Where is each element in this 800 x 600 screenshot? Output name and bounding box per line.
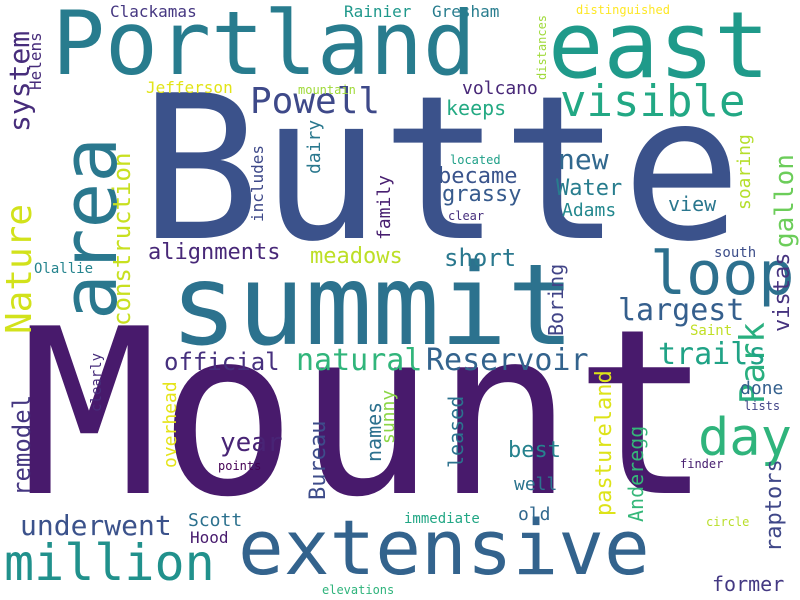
- word-grassy: grassy: [442, 182, 522, 207]
- word-hood: Hood: [190, 528, 229, 547]
- word-finder: finder: [680, 457, 724, 471]
- word-remodel: remodel: [8, 394, 36, 496]
- word-trails: trails: [658, 337, 767, 372]
- word-scott: Scott: [188, 510, 243, 531]
- word-official: official: [164, 348, 280, 376]
- word-helens: Helens: [26, 32, 45, 90]
- word-visible: visible: [560, 76, 746, 127]
- word-mount: Mount: [20, 281, 713, 548]
- word-leased: leased: [444, 395, 468, 468]
- word-alignments: alignments: [148, 240, 281, 265]
- word-powell: Powell: [250, 81, 381, 122]
- word-summit: summit: [170, 241, 575, 371]
- word-new: new: [558, 143, 609, 176]
- word-includes: includes: [248, 144, 267, 222]
- word-points: points: [218, 459, 262, 473]
- word-water: Water: [556, 176, 623, 201]
- word-family: family: [374, 174, 395, 240]
- word-jefferson: Jefferson: [146, 78, 233, 97]
- word-anderegg: Anderegg: [624, 425, 648, 522]
- word-became: became: [438, 164, 518, 189]
- word-circle: circle: [706, 515, 750, 529]
- word-south: south: [714, 245, 757, 261]
- word-adams: Adams: [562, 200, 617, 221]
- word-bureau: Bureau: [306, 420, 331, 500]
- word-reservoir: Reservoir: [426, 343, 589, 378]
- word-clackamas: Clackamas: [110, 2, 197, 21]
- word-done: done: [740, 378, 784, 399]
- word-year: year: [220, 428, 283, 458]
- word-well: well: [514, 474, 558, 495]
- word-pastureland: pastureland: [592, 370, 617, 516]
- word-largest: largest: [618, 293, 745, 328]
- word-raptors: raptors: [762, 459, 787, 552]
- word-nature: Nature: [0, 203, 40, 334]
- word-natural: natural: [296, 343, 423, 378]
- word-clearly: clearly: [89, 352, 105, 412]
- word-lists: lists: [744, 399, 781, 413]
- word-elevations: elevations: [322, 583, 395, 597]
- word-old: old: [518, 504, 551, 525]
- word-butte: Butte: [140, 53, 743, 286]
- word-extensive: extensive: [238, 503, 650, 592]
- word-volcano: volcano: [462, 78, 538, 99]
- word-dairy: dairy: [304, 119, 325, 174]
- word-vistas: vistas: [770, 252, 795, 332]
- word-boring: Boring: [544, 263, 568, 336]
- word-distances: distances: [535, 14, 549, 80]
- word-construction: construction: [108, 152, 136, 326]
- word-loop: loop: [650, 239, 795, 309]
- word-mountain: mountain: [298, 83, 356, 97]
- word-former: former: [712, 572, 785, 596]
- word-underwent: underwent: [20, 509, 172, 542]
- word-olallie: Olallie: [34, 261, 94, 277]
- word-overhead: overhead: [160, 381, 181, 468]
- word-view: view: [668, 192, 717, 216]
- word-sunny: sunny: [378, 389, 399, 444]
- word-immediate: immediate: [404, 511, 480, 527]
- word-distinguished: distinguished: [576, 3, 670, 17]
- word-clear: clear: [448, 209, 485, 223]
- word-gallon: gallon: [770, 154, 800, 248]
- word-soaring: soaring: [734, 134, 755, 210]
- word-east: east: [548, 0, 770, 99]
- word-gresham: Gresham: [432, 2, 500, 21]
- word-located: located: [450, 153, 501, 167]
- word-rainier: Rainier: [344, 2, 412, 21]
- word-short: short: [444, 244, 517, 272]
- word-best: best: [508, 438, 561, 463]
- word-million: million: [4, 534, 215, 592]
- word-keeps: keeps: [446, 96, 507, 120]
- word-saint: Saint: [690, 323, 733, 339]
- word-day: day: [698, 408, 792, 468]
- word-meadows: meadows: [310, 244, 403, 269]
- word-portland: Portland: [52, 0, 476, 95]
